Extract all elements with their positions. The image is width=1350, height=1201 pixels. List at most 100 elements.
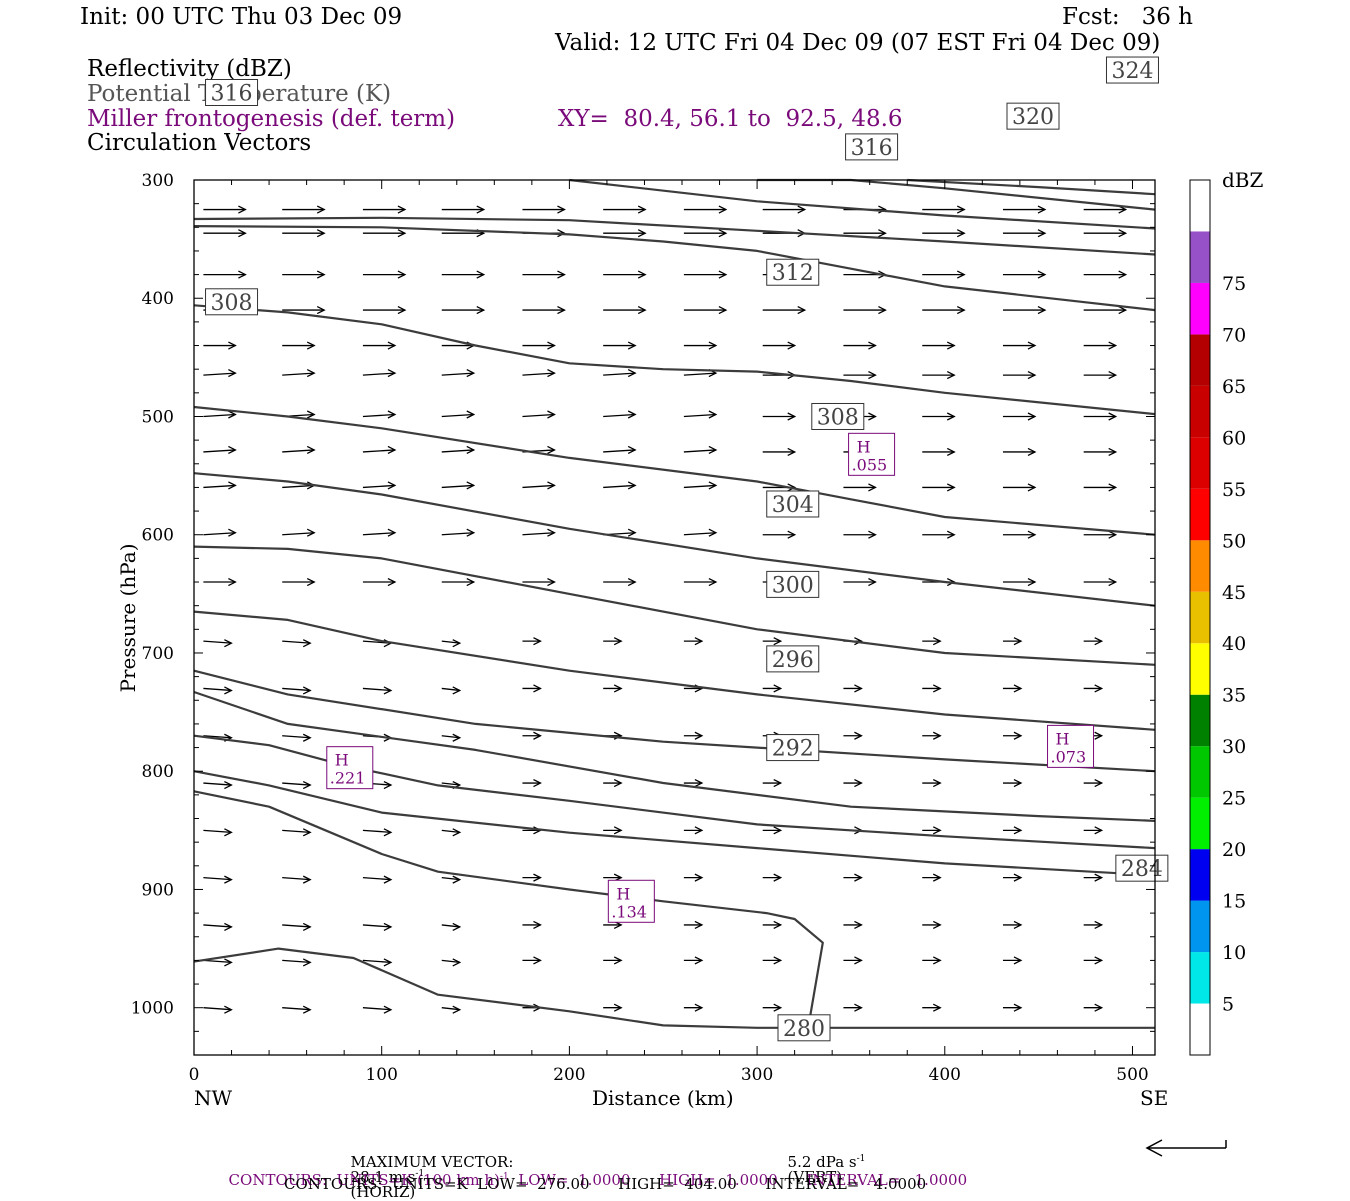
circulation-vector-head bbox=[637, 270, 647, 279]
circulation-vector bbox=[603, 372, 636, 376]
circulation-vector-head bbox=[932, 778, 942, 788]
circulation-vector-head bbox=[1037, 305, 1047, 315]
circulation-vector-head bbox=[302, 780, 312, 790]
field-circulation-vectors: Circulation Vectors bbox=[87, 130, 312, 156]
circulation-vector-head bbox=[547, 410, 556, 419]
circulation-vector bbox=[441, 782, 460, 786]
circulation-vector bbox=[362, 372, 395, 376]
circulation-vector-head bbox=[383, 922, 393, 932]
circulation-vector-head bbox=[613, 826, 623, 835]
theta-label-box bbox=[811, 402, 865, 430]
circulation-vector-head bbox=[1013, 637, 1023, 646]
frontogenesis-max-box bbox=[848, 432, 896, 476]
theta-contour-line bbox=[569, 178, 1156, 230]
circulation-vector-head bbox=[932, 1003, 942, 1012]
circulation-vector-head bbox=[228, 369, 237, 378]
colorbar-level-label: 55 bbox=[1222, 479, 1246, 501]
circulation-vector-head bbox=[613, 956, 623, 965]
circulation-vector-head bbox=[383, 780, 393, 790]
circulation-vector-head bbox=[1094, 637, 1104, 646]
theta-label: 324 bbox=[1111, 59, 1153, 84]
theta-contour-line bbox=[193, 790, 824, 1020]
frontogenesis-max-label: H bbox=[857, 437, 871, 456]
circulation-vector bbox=[441, 959, 460, 964]
circulation-vector-head bbox=[1027, 371, 1037, 380]
circulation-vector bbox=[203, 782, 232, 786]
circulation-vector-head bbox=[708, 577, 718, 587]
field-frontogenesis: Miller frontogenesis (def. term) bbox=[87, 106, 456, 132]
circulation-vector bbox=[203, 532, 236, 536]
circulation-vector-head bbox=[466, 410, 476, 419]
circulation-vector-head bbox=[627, 445, 637, 455]
circulation-vector-head bbox=[868, 577, 877, 587]
circulation-vector-head bbox=[932, 873, 942, 882]
circulation-vector-head bbox=[946, 371, 956, 380]
circulation-vector-head bbox=[637, 205, 647, 214]
circulation-vector-head bbox=[1118, 305, 1128, 315]
circulation-vector bbox=[441, 687, 460, 692]
theta-label-box bbox=[766, 734, 820, 762]
max-vector-note: MAXIMUM VECTOR: 28.1 m s-1 (HORIZ) bbox=[341, 1140, 514, 1200]
theta-contour-line bbox=[193, 669, 1156, 773]
cross-section-endpoints: XY= 80.4, 56.1 to 92.5, 48.6 bbox=[558, 106, 903, 132]
circulation-vector-head bbox=[868, 341, 877, 350]
circulation-vector-head bbox=[878, 305, 887, 315]
theta-contours bbox=[193, 178, 1156, 1029]
colorbar-level-label: 40 bbox=[1222, 633, 1246, 655]
colorbar-level-label: 50 bbox=[1222, 530, 1246, 552]
circulation-vector-head bbox=[1094, 826, 1104, 835]
circulation-vector-head bbox=[1013, 778, 1023, 788]
circulation-vector-head bbox=[854, 731, 863, 740]
circulation-vector-head bbox=[694, 637, 704, 646]
circulation-vector bbox=[362, 959, 391, 964]
circulation-vector-head bbox=[718, 229, 728, 238]
circulation-vector-head bbox=[452, 875, 462, 884]
circulation-vector-head bbox=[773, 684, 783, 693]
circulation-vector bbox=[282, 640, 311, 644]
circulation-vector-head bbox=[1108, 530, 1118, 539]
y-tick-label: 900 bbox=[142, 880, 174, 900]
circulation-vector bbox=[203, 876, 232, 881]
circulation-vector bbox=[441, 532, 474, 536]
circulation-vector bbox=[282, 924, 311, 928]
theta-contour-line bbox=[193, 947, 1155, 1029]
circulation-vector-head bbox=[868, 371, 877, 380]
circulation-vector-head bbox=[387, 577, 397, 587]
y-tick-label: 800 bbox=[142, 762, 174, 782]
theta-contour-line bbox=[193, 225, 1156, 312]
circulation-vector-head bbox=[316, 205, 326, 214]
circulation-vector-head bbox=[1108, 371, 1118, 380]
circulation-vector-head bbox=[773, 920, 783, 930]
frontogenesis-max-value: .221 bbox=[330, 769, 366, 788]
x-axis-end-right: SE bbox=[1140, 1086, 1169, 1110]
circulation-vector-head bbox=[946, 412, 956, 421]
circulation-vector-head bbox=[1013, 873, 1023, 882]
x-tick-label: 400 bbox=[929, 1065, 961, 1085]
circulation-vector-head bbox=[387, 369, 397, 378]
theta-contour-line bbox=[193, 304, 1156, 416]
circulation-vector-head bbox=[956, 305, 966, 315]
circulation-vector-head bbox=[547, 577, 556, 587]
circulation-vector-head bbox=[397, 205, 407, 214]
circulation-vector bbox=[282, 1007, 311, 1011]
colorbar-level-label: 25 bbox=[1222, 788, 1246, 810]
circulation-vector-head bbox=[387, 341, 397, 350]
circulation-vector-head bbox=[787, 483, 797, 492]
circulation-vector-head bbox=[637, 305, 647, 315]
circulation-vector bbox=[203, 372, 236, 376]
circulation-vector-head bbox=[946, 530, 956, 539]
circulation-vector-head bbox=[868, 483, 877, 492]
valid-time: Valid: 12 UTC Fri 04 Dec 09 (07 EST Fri … bbox=[555, 30, 1161, 56]
frontogenesis-max-value: .073 bbox=[1051, 747, 1087, 766]
circulation-vector-head bbox=[306, 410, 316, 419]
circulation-vector-head bbox=[476, 205, 486, 214]
circulation-vector-head bbox=[533, 684, 542, 693]
theta-label: 316 bbox=[851, 136, 893, 161]
theta-label: 284 bbox=[1121, 857, 1163, 882]
circulation-vector-head bbox=[613, 637, 623, 646]
circulation-vector-head bbox=[547, 445, 556, 455]
y-tick-label: 300 bbox=[142, 171, 174, 191]
circulation-vector-head bbox=[1094, 778, 1104, 788]
theta-contour-line bbox=[193, 734, 1156, 850]
